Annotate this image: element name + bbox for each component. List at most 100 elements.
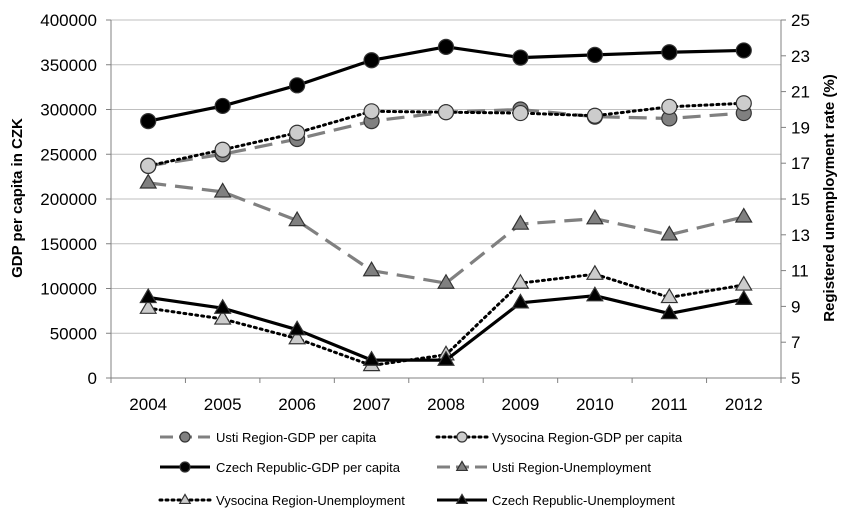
data-point <box>437 104 455 121</box>
data-point <box>139 173 158 189</box>
legend-label: Usti Region-GDP per capita <box>216 430 377 445</box>
y-left-tick-label: 150000 <box>40 235 97 254</box>
legend-entry: Vysocina Region-GDP per capita <box>435 430 683 445</box>
series-5 <box>139 264 753 372</box>
y-right-tick-label: 7 <box>791 333 800 352</box>
y-left-tick-label: 300000 <box>40 101 97 120</box>
data-point <box>660 225 679 241</box>
data-point <box>140 113 157 130</box>
legend-entry: Czech Republic-Unemployment <box>437 493 675 508</box>
data-point <box>363 103 380 120</box>
y-right-tick-label: 13 <box>791 226 810 245</box>
y-axis-left-title: GDP per capita in CZK <box>9 118 26 278</box>
data-point <box>214 141 231 158</box>
data-point <box>213 182 232 198</box>
data-point <box>585 264 604 280</box>
data-point <box>511 214 530 230</box>
legend-swatch-marker <box>179 431 191 443</box>
legend-entry: Czech Republic-GDP per capita <box>160 460 401 475</box>
y-left-tick-label: 200000 <box>40 190 97 209</box>
legend-swatch-marker <box>456 431 468 443</box>
data-point <box>288 329 307 345</box>
y-left-tick-label: 0 <box>88 369 97 388</box>
data-point <box>512 104 529 122</box>
data-point <box>289 124 306 141</box>
tick-labels: 0 50000 100000 150000 200000 250000 300000 3500… <box>40 11 810 414</box>
series-layer <box>139 38 753 372</box>
data-point <box>512 49 529 66</box>
series-4 <box>139 173 753 289</box>
data-point <box>586 46 603 64</box>
legend-label: Czech Republic-Unemployment <box>492 493 675 508</box>
data-point <box>362 261 381 277</box>
data-point <box>437 273 455 289</box>
y-right-tick-label: 21 <box>791 83 810 102</box>
data-point <box>213 309 232 325</box>
x-tick-label: 2007 <box>353 395 391 414</box>
series-3 <box>140 38 752 130</box>
y-right-tick-label: 5 <box>791 369 800 388</box>
x-tick-label: 2011 <box>651 395 688 414</box>
legend-entry: Usti Region-GDP per capita <box>160 430 377 445</box>
y-left-tick-label: 50000 <box>50 324 97 343</box>
x-tick-label: 2009 <box>502 395 540 414</box>
data-point <box>660 303 679 320</box>
data-point <box>660 287 679 304</box>
data-point <box>437 38 455 55</box>
data-point <box>734 275 753 291</box>
legend-swatch-marker <box>455 493 469 505</box>
y-right-tick-label: 17 <box>791 154 810 173</box>
y-axis-right-title: Registered unemployment rate (%) <box>821 74 838 322</box>
series-line <box>148 181 745 285</box>
legend-swatch-marker <box>455 460 469 472</box>
y-right-tick-label: 23 <box>791 47 810 66</box>
y-left-tick-label: 350000 <box>40 56 97 75</box>
y-left-tick-label: 250000 <box>40 145 97 164</box>
data-point <box>139 287 158 304</box>
data-point <box>288 210 307 227</box>
legend-entry: Usti Region-Unemployment <box>437 460 651 475</box>
legend-swatch-marker <box>179 461 191 473</box>
data-point <box>437 350 455 366</box>
data-point <box>735 42 752 59</box>
y-right-tick-label: 9 <box>791 297 800 316</box>
data-point <box>585 286 604 302</box>
legend-label: Czech Republic-GDP per capita <box>216 460 401 475</box>
data-point <box>213 298 232 314</box>
y-left-tick-label: 400000 <box>40 11 97 30</box>
x-tick-label: 2012 <box>725 395 763 414</box>
data-point <box>289 77 306 94</box>
legend-label: Usti Region-Unemployment <box>492 460 651 475</box>
data-point <box>363 52 380 69</box>
series-2 <box>140 95 752 174</box>
y-right-tick-label: 19 <box>791 118 810 137</box>
series-line <box>146 101 746 168</box>
x-tick-label: 2006 <box>278 395 316 414</box>
y-right-tick-label: 15 <box>791 190 810 209</box>
x-tick-label: 2008 <box>427 395 465 414</box>
data-point <box>586 107 603 124</box>
data-point <box>661 44 678 61</box>
data-point <box>214 97 231 115</box>
data-point <box>511 273 530 289</box>
x-tick-label: 2010 <box>576 395 614 414</box>
data-point <box>585 209 604 225</box>
data-point <box>734 289 753 305</box>
data-point <box>735 95 752 112</box>
data-point <box>734 207 753 223</box>
y-left-tick-label: 100000 <box>40 280 97 299</box>
data-point <box>511 293 530 309</box>
legend-swatch-marker <box>178 493 192 505</box>
y-right-tick-label: 11 <box>791 262 809 281</box>
x-tick-label: 2004 <box>129 395 167 414</box>
legend-entry: Vysocina Region-Unemployment <box>158 493 405 508</box>
data-point <box>139 298 158 314</box>
data-point <box>288 320 307 336</box>
y-right-tick-label: 25 <box>791 11 810 30</box>
legend-label: Vysocina Region-GDP per capita <box>492 430 683 445</box>
legend: Usti Region-GDP per capita Vysocina Regio… <box>158 430 683 508</box>
axes <box>106 19 786 383</box>
x-tick-label: 2005 <box>204 395 242 414</box>
series-6 <box>139 286 753 366</box>
